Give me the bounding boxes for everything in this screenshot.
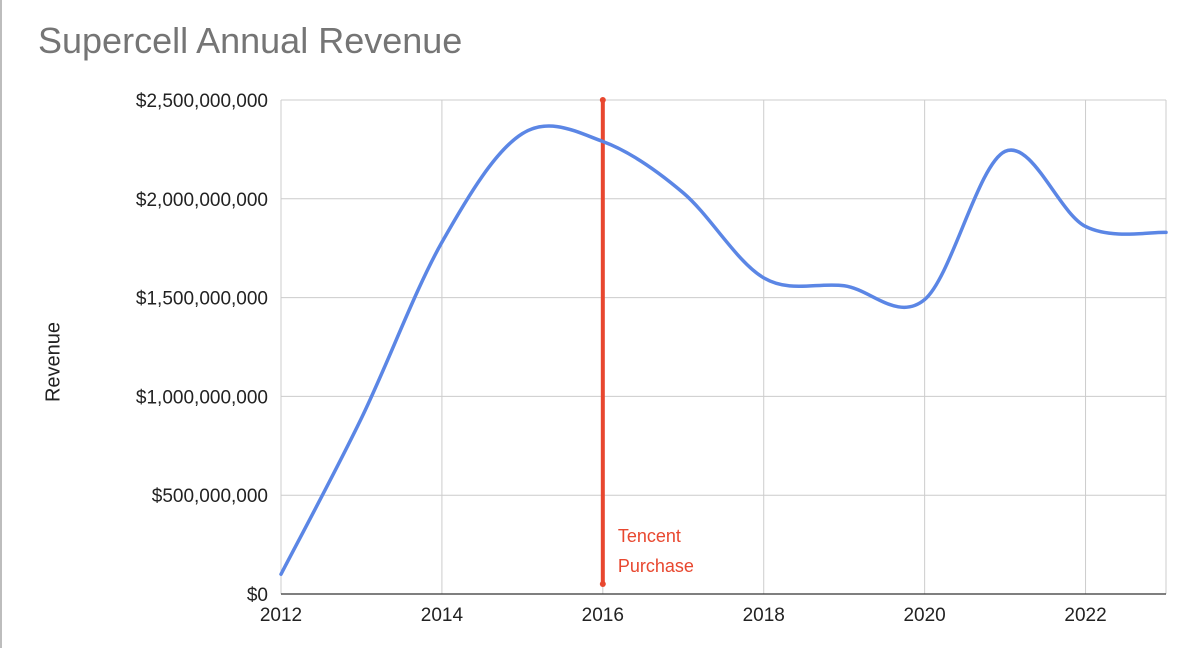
x-tick-label: 2012 [260, 605, 302, 626]
left-edge-divider [0, 0, 2, 648]
x-tick-label: 2016 [582, 605, 624, 626]
y-tick-label: $0 [247, 585, 268, 606]
y-tick-labels: $0 $500,000,000 $1,000,000,000 $1,500,000,0… [136, 91, 268, 606]
revenue-series-line [279, 124, 1168, 576]
y-tick-label: $1,500,000,000 [136, 289, 268, 310]
x-tick-label: 2014 [421, 605, 464, 626]
chart-title: Supercell Annual Revenue [38, 20, 463, 61]
x-tick-label: 2022 [1064, 605, 1106, 626]
y-tick-label: $500,000,000 [152, 486, 268, 507]
annotation-layer: Tencent Purchase [599, 97, 694, 587]
annotation-line-bottom-cap [599, 581, 606, 587]
x-tick-label: 2018 [743, 605, 785, 626]
y-tick-label: $1,000,000,000 [136, 387, 268, 408]
grid-layer [280, 99, 1167, 595]
x-tick-label: 2020 [903, 605, 945, 626]
annotation-label-line: Tencent [618, 526, 681, 546]
series-layer [279, 124, 1168, 576]
annotation-label-line: Purchase [618, 556, 694, 576]
y-tick-label: $2,500,000,000 [136, 91, 268, 112]
x-tick-labels: 2012 2014 2016 2018 2020 2022 [260, 605, 1107, 626]
y-tick-label: $2,000,000,000 [136, 190, 268, 211]
annotation-line-top-cap [599, 97, 606, 103]
